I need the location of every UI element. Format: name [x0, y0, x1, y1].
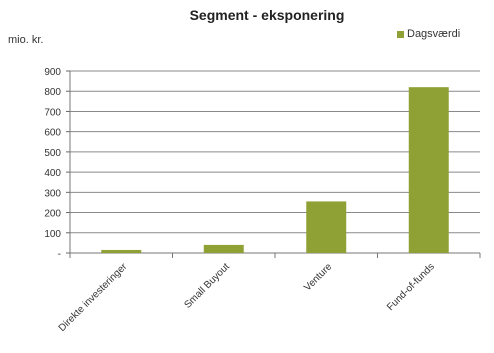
- legend-swatch: [397, 30, 404, 38]
- y-tick-label: 600: [44, 128, 61, 139]
- bar-small-buyout: [203, 244, 244, 253]
- bar-fund-of-funds: [408, 87, 449, 253]
- y-tick-label: 100: [44, 229, 61, 240]
- y-tick-label: 300: [44, 188, 61, 199]
- y-tick-label: 700: [44, 107, 61, 118]
- x-category-label: Small Buyout: [182, 261, 232, 311]
- bar-direkte-investeringer: [101, 249, 142, 253]
- x-category-label: Direkte investeringer: [57, 261, 130, 334]
- legend-label: Dagsværdi: [407, 28, 461, 40]
- y-tick-label: 400: [44, 168, 61, 179]
- y-axis-unit-label: mio. kr.: [8, 34, 44, 46]
- y-tick-label: 800: [44, 87, 61, 98]
- bar-venture: [306, 201, 347, 253]
- legend: Dagsværdi: [397, 28, 460, 40]
- x-category-label: Fund-of-funds: [385, 261, 437, 313]
- x-category-label: Venture: [302, 261, 334, 293]
- y-tick-label: 200: [44, 209, 61, 220]
- y-tick-label: 900: [44, 67, 61, 78]
- y-tick-label: -: [58, 249, 61, 260]
- y-tick-label: 500: [44, 148, 61, 159]
- chart-title: Segment - eksponering: [189, 7, 345, 23]
